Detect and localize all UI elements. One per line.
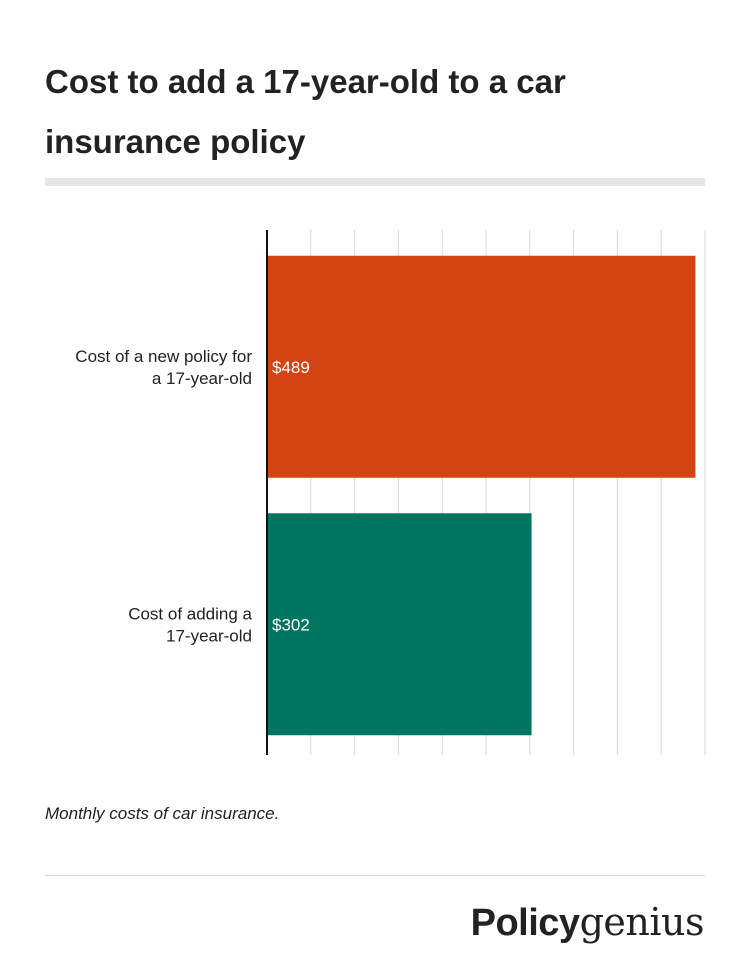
value-labels: $489 $302 <box>272 358 310 635</box>
logo-text-genius: genius <box>579 900 705 944</box>
category-label: 17-year-old <box>166 626 252 645</box>
policygenius-logo: Policygenius <box>470 900 705 945</box>
bar <box>267 255 696 478</box>
footer-divider <box>45 875 705 876</box>
logo-text-policy: Policy <box>470 902 580 944</box>
chart-footnote: Monthly costs of car insurance. <box>45 804 280 823</box>
title-divider <box>45 178 705 186</box>
bar <box>267 513 532 736</box>
chart-title: Cost to add a 17-year-old to a car insur… <box>45 63 566 160</box>
category-label: Cost of a new policy for <box>75 347 252 366</box>
bar-value-label: $489 <box>272 358 310 377</box>
bar-chart: Cost of a new policy for a 17-year-old Cos… <box>75 230 706 755</box>
category-labels: Cost of a new policy for a 17-year-old Cos… <box>75 347 252 646</box>
category-label: Cost of adding a <box>128 604 252 623</box>
bar-value-label: $302 <box>272 615 310 634</box>
category-label: a 17-year-old <box>152 369 252 388</box>
bars <box>267 255 696 736</box>
